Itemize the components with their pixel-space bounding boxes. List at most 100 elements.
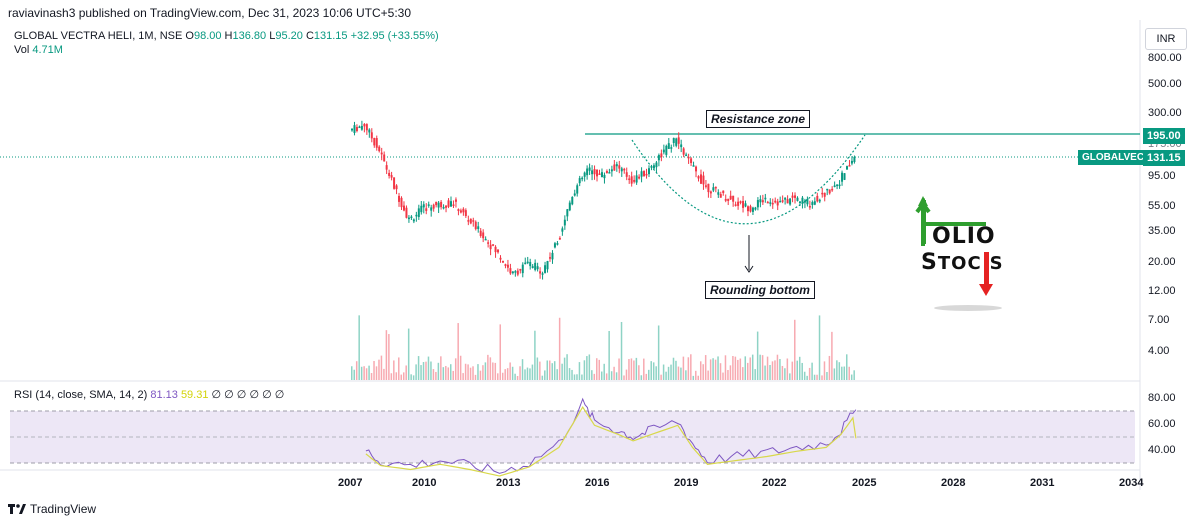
volume-bar (450, 364, 452, 380)
volume-bar (655, 366, 657, 380)
volume-bar (385, 330, 388, 380)
watermark-toc: TOC (937, 253, 982, 274)
candle-body (838, 184, 841, 187)
candle-body (452, 204, 455, 206)
volume-bar (853, 370, 855, 380)
volume-bar (848, 366, 850, 380)
candle-body (670, 147, 673, 149)
volume-key: Vol (14, 44, 30, 56)
candle-body (417, 208, 420, 218)
volume-bar (583, 360, 586, 380)
currency-button[interactable]: INR (1145, 28, 1187, 50)
candle-body (690, 158, 693, 164)
candle-body (519, 268, 522, 271)
volume-bar (677, 366, 680, 380)
candle-body (355, 127, 358, 132)
volume-bar (821, 375, 823, 380)
candle-body (360, 125, 363, 130)
candle-body (638, 176, 641, 179)
volume-bar (452, 370, 454, 380)
rounding-bottom-label[interactable]: Rounding bottom (705, 281, 815, 299)
candle-body (462, 208, 465, 213)
symbol-name[interactable]: GLOBAL VECTRA HELI, 1M, NSE (14, 30, 183, 42)
volume-bar (685, 370, 687, 380)
volume-bar (615, 372, 618, 380)
volume-bar (457, 323, 459, 380)
volume-bar (398, 357, 400, 380)
candle-body (504, 264, 507, 266)
price-tick: 4.00 (1148, 345, 1170, 357)
candle-body (850, 160, 853, 164)
volume-bar (754, 369, 756, 380)
volume-bar (511, 366, 514, 380)
volume-bar (630, 358, 633, 380)
x-tick: 2022 (762, 477, 787, 489)
candle-body (630, 176, 633, 184)
volume-bar (638, 365, 640, 380)
candle-body (848, 165, 851, 167)
watermark-folio: OLIO (932, 224, 996, 249)
volume-bar (813, 374, 816, 380)
volume-bar (732, 355, 734, 380)
volume-bar (581, 374, 583, 380)
candle-body (789, 198, 792, 205)
candle-body (803, 200, 806, 203)
candle-body (739, 201, 742, 203)
candle-body (558, 237, 561, 240)
candle-body (440, 201, 443, 208)
volume-bars-group (351, 315, 855, 380)
volume-bar (432, 369, 435, 380)
candle-body (821, 192, 824, 195)
volume-bar (469, 367, 472, 380)
volume-bar (707, 370, 709, 380)
candle-body (375, 138, 378, 148)
volume-bar (516, 375, 519, 380)
volume-bar (816, 374, 818, 380)
candle-body (761, 200, 764, 203)
candle-body (801, 197, 804, 204)
candle-body (509, 268, 512, 274)
candle-body (390, 175, 393, 178)
candle-body (754, 207, 757, 210)
volume-bar (375, 366, 378, 380)
candle-body (742, 200, 745, 208)
candle-body (400, 197, 403, 208)
volume-bar (818, 315, 821, 380)
volume-bar (756, 331, 759, 380)
volume-bar (702, 364, 704, 380)
rsi-label[interactable]: RSI (14, close, SMA, 14, 2) (14, 389, 148, 401)
candle-body (781, 200, 784, 202)
candle-body (591, 170, 594, 175)
volume-bar (719, 363, 722, 380)
volume-bar (781, 365, 784, 380)
candle-body (489, 244, 492, 250)
candle-body (714, 186, 717, 189)
resistance-zone-label[interactable]: Resistance zone (706, 110, 811, 128)
candle-body (447, 200, 450, 207)
green-bar-icon (921, 200, 926, 244)
volume-bar (484, 362, 487, 380)
volume-bar (417, 356, 420, 380)
candle-body (383, 154, 386, 162)
volume-bar (712, 358, 714, 380)
volume-bar (739, 358, 742, 380)
volume-bar (358, 315, 360, 380)
candle-body (717, 192, 720, 195)
volume-bar (850, 374, 853, 380)
tradingview-logo[interactable]: TradingView (8, 502, 96, 516)
candle-body (427, 204, 430, 206)
candle-body (467, 220, 470, 222)
volume-bar (551, 363, 553, 380)
candle-body (373, 137, 376, 146)
x-tick: 2010 (412, 477, 437, 489)
candle-body (640, 171, 643, 177)
green-arrow-tip-icon (918, 196, 928, 206)
candle-body (719, 194, 722, 198)
volume-bar (459, 355, 462, 380)
price-tick: 55.00 (1148, 200, 1176, 212)
volume-bar (447, 367, 450, 380)
volume-bar (643, 358, 645, 380)
candle-body (682, 148, 685, 155)
tradingview-icon (8, 504, 26, 514)
